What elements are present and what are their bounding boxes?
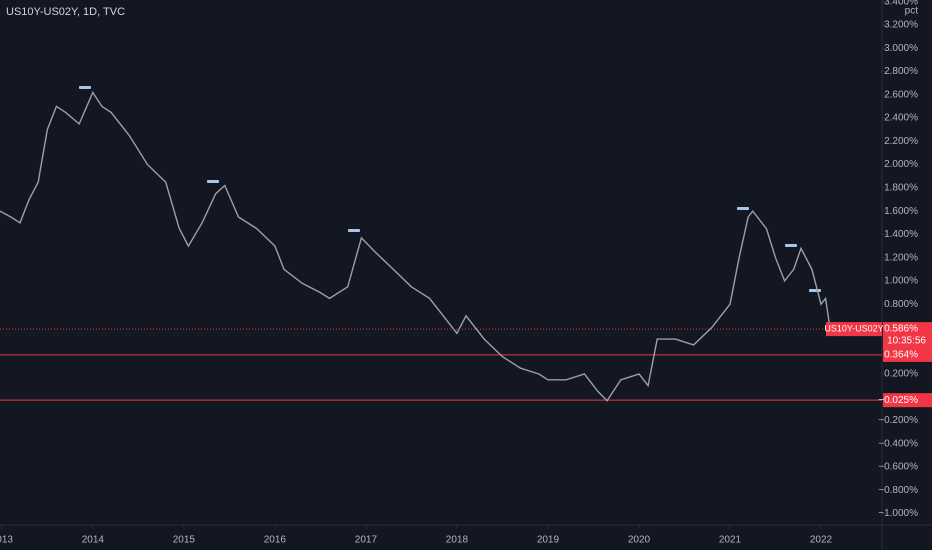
- x-tick-label: 2014: [82, 535, 105, 546]
- y-tick-label: 3.400%: [884, 0, 918, 7]
- y-tick-label: 1.600%: [884, 206, 918, 217]
- peak-marker: [809, 289, 821, 292]
- y-tick-label: 3.200%: [884, 20, 918, 31]
- x-tick-label: 2020: [628, 535, 651, 546]
- chart-title: US10Y-US02Y, 1D, TVC: [6, 6, 125, 18]
- countdown-label: 10:35:56: [887, 336, 926, 347]
- y-tick-label: 2.400%: [884, 113, 918, 124]
- y-tick-label: 2.000%: [884, 159, 918, 170]
- price-tag: [883, 393, 932, 408]
- symbol-tag: [826, 322, 882, 337]
- y-tick-label: −0.400%: [878, 438, 918, 449]
- y-tick-label: −0.600%: [878, 462, 918, 473]
- y-tick-label: 1.800%: [884, 183, 918, 194]
- y-tick-label: 1.200%: [884, 252, 918, 263]
- symbol-tag-label: US10Y-US02Y: [824, 323, 883, 333]
- peak-marker: [785, 244, 797, 247]
- x-tick-label: 2022: [810, 535, 833, 546]
- price-tag-label: −0.025%: [878, 395, 918, 406]
- x-tick-label: 2016: [264, 535, 287, 546]
- y-tick-label: 1.400%: [884, 229, 918, 240]
- x-tick-label: 2013: [0, 535, 13, 546]
- peak-marker: [207, 180, 219, 183]
- y-tick-label: 2.600%: [884, 89, 918, 100]
- x-tick-label: 2018: [446, 535, 469, 546]
- peak-marker: [79, 86, 91, 89]
- y-tick-label: −0.200%: [878, 415, 918, 426]
- x-tick-label: 2015: [173, 535, 196, 546]
- y-tick-label: −1.000%: [878, 508, 918, 519]
- last-price-tag: [883, 322, 932, 349]
- peak-markers: [79, 86, 821, 292]
- unit-label: pct: [905, 6, 919, 17]
- y-tick-label: 0.200%: [884, 369, 918, 380]
- last-price-label: 0.586%: [884, 324, 918, 335]
- peak-marker: [737, 207, 749, 210]
- peak-marker: [348, 229, 360, 232]
- price-tag-label: 0.364%: [884, 350, 918, 361]
- x-tick-label: 2017: [355, 535, 378, 546]
- price-tag: [883, 347, 932, 362]
- series-line: [0, 91, 831, 402]
- y-tick-label: 0.800%: [884, 299, 918, 310]
- x-tick-label: 2019: [537, 535, 560, 546]
- y-tick-label: 2.800%: [884, 66, 918, 77]
- y-tick-label: 1.000%: [884, 276, 918, 287]
- y-tick-label: 3.000%: [884, 43, 918, 54]
- y-tick-label: 2.200%: [884, 136, 918, 147]
- x-tick-label: 2021: [719, 535, 742, 546]
- y-tick-label: −0.800%: [878, 485, 918, 496]
